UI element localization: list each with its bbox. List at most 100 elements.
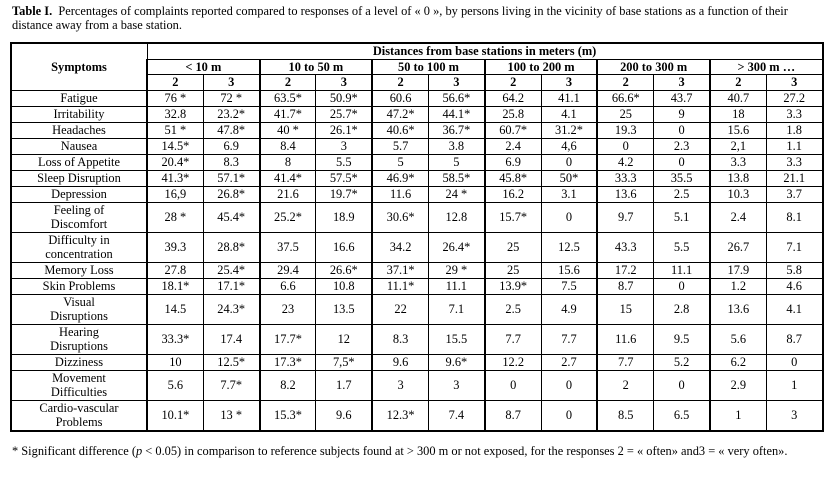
- value-cell: 11.1: [427, 277, 486, 295]
- caption-label: Table I.: [12, 4, 53, 18]
- value-cell: 25: [483, 231, 542, 263]
- value-cell: 60.7*: [483, 121, 542, 139]
- symptom-line: Loss of Appetite: [38, 154, 120, 169]
- value-cell: 16.2: [483, 185, 542, 203]
- value-cell: 4.9: [540, 293, 598, 325]
- value-cell: 15.6: [540, 261, 598, 279]
- value-cell: 15: [596, 293, 655, 325]
- value-cell: 14.5*: [145, 137, 204, 155]
- footnote: * Significant difference (p < 0.05) in c…: [12, 444, 820, 458]
- symptom-cell: Feeling of Discomfort: [10, 201, 148, 233]
- symptom-line: Nausea: [60, 138, 98, 153]
- value-cell: 17.3*: [258, 353, 317, 371]
- data-row: Movement Difficulties 5.6 7.7* 8.2 1.7 3 3 0 0 2 0 2…: [10, 369, 824, 401]
- value-cell: 13 *: [202, 399, 261, 431]
- value-cell: 15.5: [427, 323, 486, 355]
- symptom-cell: Difficulty in concentration: [10, 231, 148, 263]
- value-cell: 2: [596, 369, 655, 401]
- value-cell: 11.1: [653, 261, 711, 279]
- symptom-line: Depression: [51, 186, 107, 201]
- value-cell: 57.5*: [315, 169, 373, 187]
- symptom-line: Problems: [55, 415, 103, 429]
- symptom-cell: Irritability: [10, 105, 148, 123]
- value-cell: 0: [483, 369, 542, 401]
- value-cell: 18: [708, 105, 767, 123]
- value-cell: 2,1: [708, 137, 767, 155]
- value-cell: 20.4*: [145, 153, 204, 171]
- value-cell: 26.4*: [427, 231, 486, 263]
- value-cell: 25.2*: [258, 201, 317, 233]
- value-cell: 26.7: [708, 231, 767, 263]
- value-cell: 11.1*: [371, 277, 429, 295]
- value-cell: 0: [653, 369, 711, 401]
- header-row: Symptoms Distances from base stations in …: [10, 42, 824, 91]
- value-cell: 2.7: [540, 353, 598, 371]
- symptom-line: Hearing: [59, 324, 99, 339]
- value-cell: 5.5: [653, 231, 711, 263]
- value-cell: 2.4: [708, 201, 767, 233]
- group-header: > 300 m …: [708, 58, 824, 75]
- value-cell: 37.5: [258, 231, 317, 263]
- symptom-line: Difficulty in: [48, 232, 110, 247]
- value-cell: 13.6: [708, 293, 767, 325]
- value-cell: 10.1*: [145, 399, 204, 431]
- value-cell: 33.3: [596, 169, 655, 187]
- value-cell: 34.2: [371, 231, 429, 263]
- value-cell: 7.4: [427, 399, 486, 431]
- value-cell: 28.8*: [202, 231, 261, 263]
- value-cell: 10: [145, 353, 204, 371]
- value-cell: 15.7*: [483, 201, 542, 233]
- symptom-line: Movement: [52, 370, 106, 385]
- symptom-line: Disruptions: [50, 339, 108, 353]
- value-cell: 1.7: [315, 369, 373, 401]
- value-cell: 35.5: [653, 169, 711, 187]
- value-cell: 36.7*: [427, 121, 486, 139]
- symptom-line: Visual: [63, 294, 95, 309]
- value-cell: 25.8: [483, 105, 542, 123]
- value-cell: 13.5: [315, 293, 373, 325]
- subheader: 2: [258, 74, 317, 91]
- value-cell: 11.6: [371, 185, 429, 203]
- value-cell: 4.1: [540, 105, 598, 123]
- value-cell: 6.9: [202, 137, 261, 155]
- value-cell: 12.5*: [202, 353, 261, 371]
- table-body: Fatigue 76 * 72 * 63.5* 50.9* 60.6 56.6* 64.2 41…: [10, 89, 824, 431]
- value-cell: 17.7*: [258, 323, 317, 355]
- value-cell: 5: [371, 153, 429, 171]
- symptom-line: Discomfort: [50, 217, 108, 231]
- value-cell: 13.9*: [483, 277, 542, 295]
- value-cell: 17.9: [708, 261, 767, 279]
- value-cell: 7.7: [596, 353, 655, 371]
- value-cell: 27.2: [765, 89, 824, 107]
- value-cell: 44.1*: [427, 105, 486, 123]
- data-row: Visual Disruptions 14.5 24.3* 23 13.5 22 7.1 2.5…: [10, 293, 824, 325]
- value-cell: 3.8: [427, 137, 486, 155]
- value-cell: 3: [371, 369, 429, 401]
- value-cell: 64.2: [483, 89, 542, 107]
- subheader: 3: [765, 74, 824, 91]
- value-cell: 5.1: [653, 201, 711, 233]
- value-cell: 56.6*: [427, 89, 486, 107]
- value-cell: 16.6: [315, 231, 373, 263]
- value-cell: 14.5: [145, 293, 204, 325]
- symptoms-header: Symptoms: [10, 42, 148, 91]
- value-cell: 8: [258, 153, 317, 171]
- value-cell: 0: [653, 121, 711, 139]
- value-cell: 25: [596, 105, 655, 123]
- value-cell: 23.2*: [202, 105, 261, 123]
- value-cell: 7,5*: [315, 353, 373, 371]
- value-cell: 0: [653, 153, 711, 171]
- value-cell: 6.9: [483, 153, 542, 171]
- value-cell: 76 *: [145, 89, 204, 107]
- value-cell: 5: [427, 153, 486, 171]
- data-row: Depression 16,9 26.8* 21.6 19.7* 11.6 24 * 16.2…: [10, 185, 824, 203]
- table: Symptoms Distances from base stations in …: [10, 42, 824, 432]
- footnote-italic: p: [135, 444, 143, 458]
- footnote-text: * Significant difference (: [12, 444, 136, 458]
- value-cell: 7.5: [540, 277, 598, 295]
- symptom-line: Cardio-vascular: [39, 400, 119, 415]
- value-cell: 18.9: [315, 201, 373, 233]
- value-cell: 9.6: [371, 353, 429, 371]
